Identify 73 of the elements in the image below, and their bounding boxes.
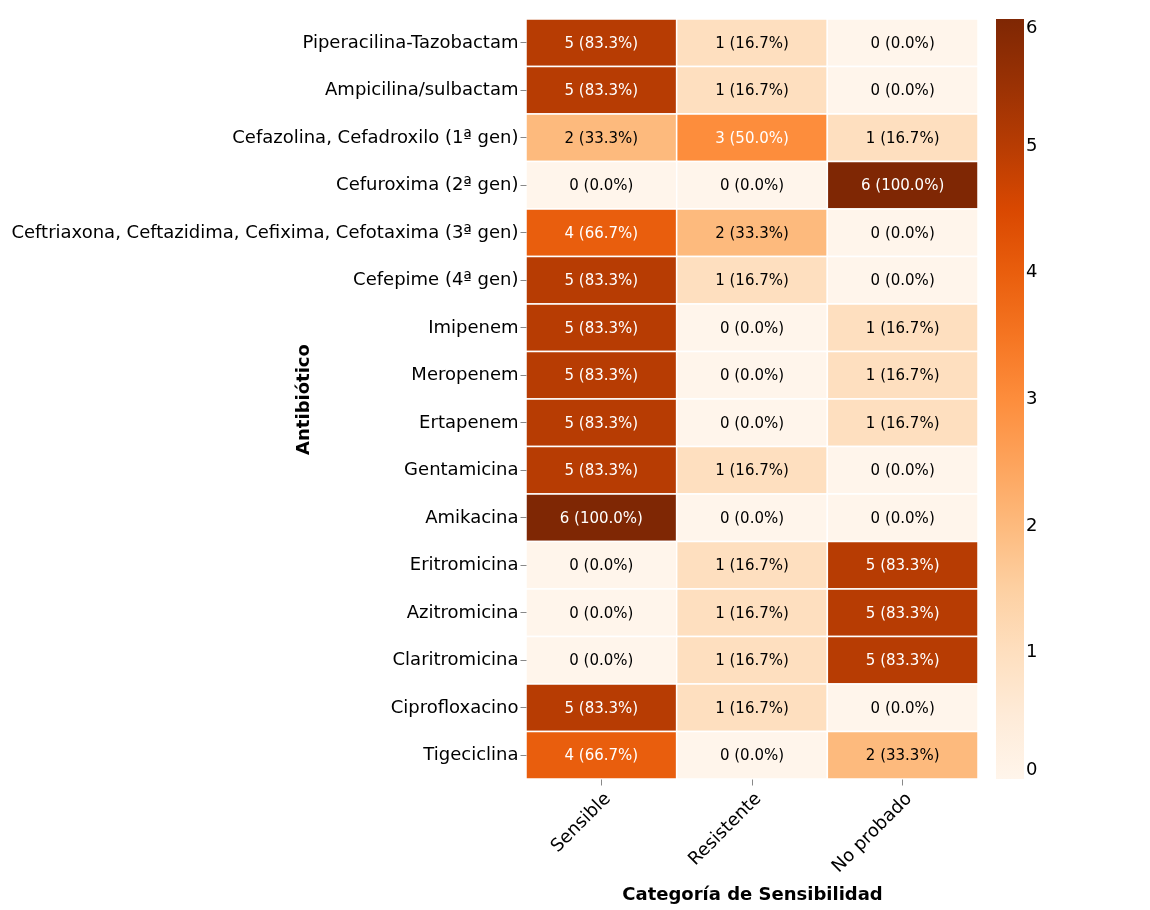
x-axis-title: Categoría de Sensibilidad [622, 883, 883, 905]
data-label: 5 (83.3%) [865, 651, 940, 670]
data-label: 5 (83.3%) [564, 318, 639, 337]
data-label: 0 (0.0%) [870, 461, 935, 480]
data-label: 0 (0.0%) [870, 81, 935, 100]
data-label: 1 (16.7%) [715, 461, 789, 480]
y-tick-label: Ciprofloxacino [390, 695, 519, 717]
y-tick-label: Cefuroxima (2ª gen) [336, 173, 519, 195]
color-bar-label: 4 [1026, 260, 1038, 282]
data-label: 1 (16.7%) [865, 318, 940, 337]
y-tick-label: Imipenem [428, 315, 519, 337]
color-bar-label: 3 [1026, 387, 1038, 408]
data-label: 0 (0.0%) [569, 603, 634, 622]
data-label: 5 (83.3%) [564, 81, 639, 100]
y-tick-label: Azitromicina [406, 600, 519, 622]
data-label: 4 (66.7%) [564, 746, 639, 765]
y-tick-label: Meropenem [411, 363, 519, 385]
y-tick-label: Tigeciclina [422, 743, 519, 765]
data-label: 0 (0.0%) [870, 223, 935, 242]
y-axis-title: Antibiótico [291, 344, 313, 455]
data-label: 0 (0.0%) [719, 508, 785, 527]
y-tick-label: Cefepime (4ª gen) [353, 268, 519, 290]
data-label: 6 (100.0%) [861, 176, 945, 195]
color-bar-label: 6 [1026, 16, 1038, 37]
data-label: 2 (33.3%) [715, 223, 789, 242]
data-label: 1 (16.7%) [715, 33, 789, 52]
y-tick-label: Eritromicina [409, 553, 519, 575]
color-bar-label: 2 [1026, 513, 1038, 535]
data-label: 0 (0.0%) [719, 366, 785, 385]
data-label: 0 (0.0%) [569, 651, 634, 670]
data-label: 0 (0.0%) [870, 33, 935, 52]
data-label: 0 (0.0%) [870, 698, 935, 717]
data-label: 1 (16.7%) [715, 698, 789, 717]
data-label: 5 (83.3%) [865, 603, 940, 622]
color-bar-label: 1 [1026, 640, 1038, 662]
y-tick-label: Amikacina [425, 505, 519, 527]
data-label: 1 (16.7%) [865, 366, 940, 385]
data-label: 5 (83.3%) [564, 461, 639, 480]
data-label: 6 (100.0%) [559, 508, 643, 527]
data-label: 0 (0.0%) [569, 556, 634, 575]
y-tick-label: Piperacilina-Tazobactam [302, 30, 519, 52]
data-label: 3 (50.0%) [715, 128, 789, 147]
y-tick-label: Ceftriaxona, Ceftazidima, Cefixima, Cefotaxima (3ª gen) [11, 220, 519, 242]
y-tick-label: Ertapenem [419, 410, 519, 432]
y-tick-label: Ampicilina/sulbactam [325, 78, 519, 100]
data-label: 4 (66.7%) [564, 223, 639, 242]
data-label: 5 (83.3%) [564, 33, 639, 52]
data-label: 0 (0.0%) [569, 176, 634, 195]
data-label: 5 (83.3%) [564, 413, 639, 432]
data-label: 1 (16.7%) [715, 556, 789, 575]
data-label: 0 (0.0%) [719, 746, 785, 765]
data-label: 2 (33.3%) [564, 128, 639, 147]
data-label: 5 (83.3%) [564, 698, 639, 717]
color-bar-label: 0 [1026, 758, 1038, 779]
color-bar-label: 5 [1026, 133, 1038, 155]
y-tick-label: Gentamicina [404, 458, 519, 480]
data-label: 1 (16.7%) [865, 413, 940, 432]
y-tick-label: Cefazolina, Cefadroxilo (1ª gen) [232, 125, 519, 147]
data-label: 1 (16.7%) [865, 128, 940, 147]
y-tick-label: Claritromicina [392, 648, 519, 670]
data-label: 5 (83.3%) [564, 366, 639, 385]
data-label: 0 (0.0%) [719, 318, 785, 337]
data-label: 0 (0.0%) [870, 271, 935, 290]
data-label: 5 (83.3%) [865, 556, 940, 575]
data-label: 0 (0.0%) [719, 176, 785, 195]
data-label: 1 (16.7%) [715, 271, 789, 290]
data-label: 1 (16.7%) [715, 81, 789, 100]
data-label: 0 (0.0%) [719, 413, 785, 432]
data-label: 5 (83.3%) [564, 271, 639, 290]
data-label: 0 (0.0%) [870, 508, 935, 527]
data-label: 2 (33.3%) [865, 746, 940, 765]
data-label: 1 (16.7%) [715, 651, 789, 670]
data-label: 1 (16.7%) [715, 603, 789, 622]
